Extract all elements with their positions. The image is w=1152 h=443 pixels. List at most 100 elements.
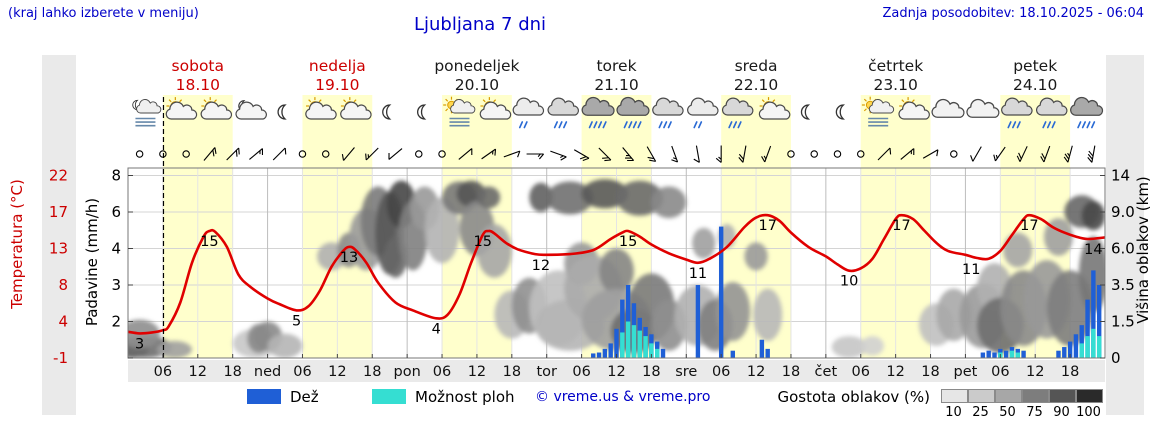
barb-full-tick: [214, 147, 217, 154]
cloud-tick-label: 9.0: [1111, 203, 1135, 221]
sun-ray: [901, 99, 905, 103]
rain-bar: [759, 339, 765, 358]
barb-shaft: [1043, 145, 1051, 163]
barb-shaft: [503, 150, 520, 158]
barb-shaft: [646, 146, 657, 162]
moon-icon: [277, 104, 287, 120]
sun-cloud-icon: [200, 97, 233, 120]
cloud-blob: [157, 340, 192, 358]
rain-cloud-icon: [721, 97, 754, 129]
cloud-tick-label: 3.5: [1111, 276, 1135, 294]
cloud-icon: [966, 98, 1000, 118]
barb-full-tick: [212, 149, 215, 157]
rain-bar: [1073, 334, 1079, 358]
wind-calm-icon: [298, 150, 307, 158]
barb-full-tick: [1041, 153, 1046, 160]
rain-drop: [1081, 121, 1086, 129]
cloud-shape: [165, 101, 198, 120]
showers-legend-swatch: [372, 389, 406, 404]
rain-drop: [737, 121, 742, 129]
barb-full-tick: [238, 147, 240, 155]
barb-full-tick: [602, 157, 609, 159]
barb-full-tick: [582, 157, 590, 161]
barb-half-tick: [763, 155, 767, 160]
density-step: 50: [994, 389, 1022, 420]
rain-drop: [623, 121, 628, 129]
sun-ray: [308, 99, 312, 103]
day-date: 23.10: [873, 76, 917, 94]
rain-bar: [730, 350, 736, 358]
shower-bar: [649, 343, 654, 358]
barb-shaft: [203, 147, 216, 161]
copyright-link[interactable]: © vreme.us & vreme.pro: [535, 389, 711, 405]
cloud-shape: [687, 97, 719, 116]
density-box: [994, 389, 1022, 403]
barb-shaft: [365, 147, 379, 161]
moon-icon: [835, 104, 846, 120]
rain-cloud-icon: [652, 97, 684, 129]
barb-full-tick: [970, 155, 974, 162]
cloud-density-label: Gostota oblakov (%): [777, 388, 930, 406]
precip-tick-label: 2: [111, 313, 121, 331]
cloud-blob: [476, 224, 512, 278]
barb-full-tick: [494, 149, 497, 156]
barb-full-tick: [1088, 150, 1094, 157]
rain-drop: [1091, 121, 1096, 129]
cloud-blob: [424, 197, 460, 264]
wind-barb-icon: [761, 145, 772, 163]
barb-full-tick: [284, 147, 287, 155]
barb-full-tick: [517, 150, 521, 158]
cloud-blob: [529, 182, 553, 212]
x-axis-label: 06: [712, 364, 730, 380]
cloud-blob: [1003, 232, 1033, 268]
wind-barb-icon: [573, 149, 590, 161]
cloud-blob: [476, 186, 501, 209]
temp-value-label: 14: [1084, 242, 1102, 258]
wind-barb-icon: [715, 145, 722, 163]
moon-crescent: [277, 104, 287, 120]
location-hint: (kraj lahko izberete v meniju): [8, 6, 199, 21]
wind-barb-icon: [738, 145, 747, 163]
temp-value-label: 17: [1020, 218, 1038, 234]
barb-half-tick: [537, 153, 541, 158]
wind-barb-icon: [503, 150, 521, 158]
shower-bar: [625, 321, 631, 358]
sun-ray: [863, 98, 867, 102]
shower-bar: [655, 348, 660, 358]
x-axis-label: 12: [328, 364, 346, 380]
cloud-shape: [200, 101, 233, 120]
density-step: 75: [1021, 389, 1049, 420]
temp-value-label: 15: [474, 234, 492, 250]
x-axis-label: 06: [572, 364, 590, 380]
barb-full-tick: [560, 156, 567, 161]
barb-full-tick: [604, 159, 611, 162]
page-title: Ljubljana 7 dni: [413, 14, 547, 35]
barb-full-tick: [1087, 153, 1093, 160]
rain-drop: [563, 121, 568, 129]
barb-half-tick: [718, 156, 722, 160]
wind-calm-icon: [321, 150, 330, 158]
barb-full-tick: [235, 150, 238, 157]
barb-shaft: [742, 145, 747, 163]
density-tick-label: 75: [1026, 405, 1043, 420]
rain-drop: [1086, 121, 1091, 129]
rain-legend-label: Dež: [290, 388, 319, 406]
density-step: 10: [940, 389, 968, 420]
cloud-shape: [616, 96, 650, 116]
barb-full-tick: [715, 157, 722, 163]
sun-ray: [343, 99, 347, 103]
rain-drop: [732, 121, 738, 129]
precipitation-layer: [591, 226, 1102, 358]
x-axis-label: 18: [782, 364, 800, 380]
barb-full-tick: [671, 159, 678, 163]
day-name: četrtek: [868, 57, 923, 75]
left-axis-strip: [42, 55, 76, 415]
rain-drop: [553, 121, 558, 129]
barb-shaft: [272, 147, 286, 161]
rain-bar: [1096, 285, 1102, 358]
x-axis-label: 12: [189, 364, 207, 380]
rain-bar: [660, 348, 666, 358]
cloud-shape: [305, 101, 337, 120]
day-date: 18.10: [176, 76, 220, 94]
